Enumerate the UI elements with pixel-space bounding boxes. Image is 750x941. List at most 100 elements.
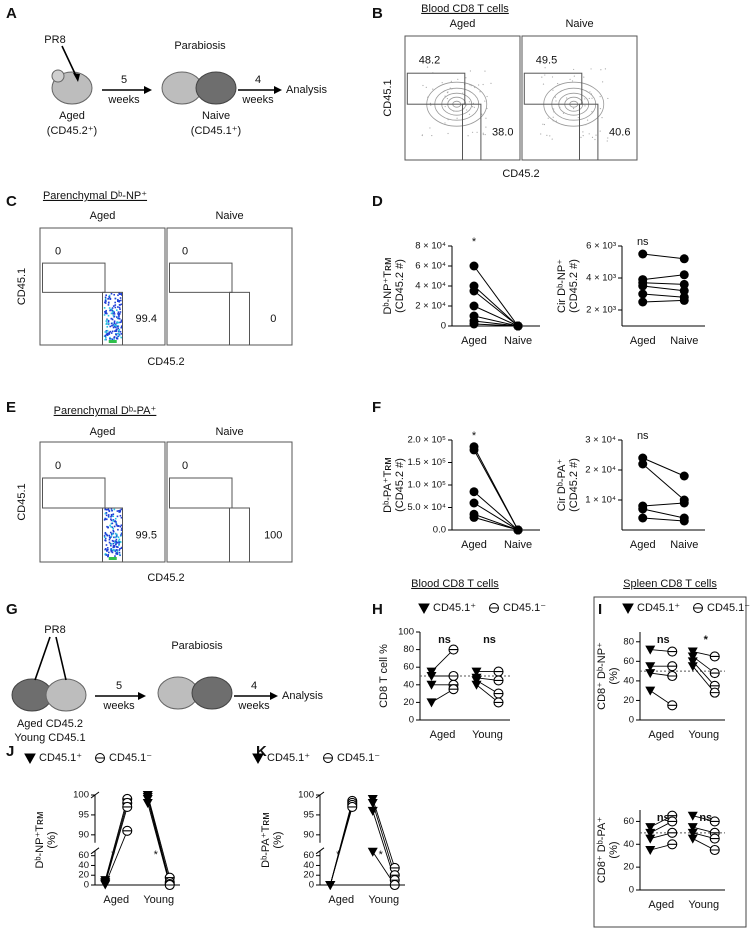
flow-event	[116, 300, 119, 303]
flow-event	[590, 93, 593, 95]
flow-event	[109, 309, 111, 312]
data-point	[638, 281, 648, 291]
x-tick-label: Aged	[648, 899, 674, 911]
flow-event	[571, 80, 574, 82]
flow-event	[117, 546, 119, 548]
marker-triangle	[645, 645, 656, 655]
flow-event	[113, 508, 116, 511]
marker-open-circle	[667, 827, 678, 838]
flow-event	[117, 327, 120, 330]
flow-event	[105, 309, 107, 312]
flow-event	[431, 134, 433, 137]
flow-event	[115, 324, 118, 327]
y-tick-label: 20	[303, 870, 314, 881]
x-tick-label: Naive	[504, 539, 532, 551]
y-tick-label: 2.0 × 10⁵	[407, 435, 446, 446]
flow-event	[108, 541, 111, 544]
pair-line	[642, 282, 685, 285]
y-tick-label: 100	[73, 790, 89, 801]
flow-event	[466, 109, 468, 111]
flow-event	[119, 304, 121, 306]
flow-event	[106, 334, 109, 336]
marker-open-circle	[448, 670, 459, 682]
flow-event	[109, 330, 112, 333]
marker-open-circle	[448, 684, 459, 695]
flow-event	[105, 512, 108, 514]
y-tick-label: 90	[78, 829, 89, 840]
flow-event	[553, 108, 555, 110]
y-tick-label: 4 × 10⁴	[415, 281, 446, 292]
diagram-a: PR8 5 weeks Parabiosis 4 weeks Analysis …	[44, 34, 327, 137]
flow-event	[107, 304, 110, 306]
flow-event	[453, 110, 455, 112]
flow-event	[105, 311, 107, 314]
flow-event	[110, 312, 113, 315]
flow-event	[555, 100, 557, 102]
pair-line	[642, 517, 685, 522]
flow-event	[116, 552, 119, 554]
flow-event	[485, 117, 487, 119]
flow-event	[108, 296, 111, 299]
panel-title: Blood CD8 T cells	[421, 3, 509, 15]
flow-event	[113, 311, 115, 313]
annotation: ns	[483, 634, 496, 646]
panel-title: Spleen CD8 T cells	[623, 578, 717, 590]
flow-event	[114, 323, 117, 326]
y-tick-label: 0	[629, 885, 634, 896]
diagram-text: Parabiosis	[174, 40, 226, 52]
data-point	[638, 297, 648, 307]
flow-event	[104, 302, 107, 304]
flow-event	[110, 308, 113, 311]
marker-open-circle	[493, 666, 504, 677]
marker-triangle	[142, 798, 153, 808]
data-point	[638, 459, 648, 469]
marker-open-circle	[493, 688, 504, 699]
flow-event	[110, 535, 113, 538]
flow-event	[108, 340, 117, 343]
flow-event	[104, 533, 107, 535]
y-axis-label: (%)	[272, 831, 284, 848]
flow-event	[109, 336, 111, 339]
y-axis-label: (CD45.2 #)	[394, 458, 406, 512]
y-tick-label: 40	[403, 679, 414, 690]
flow-event	[566, 97, 568, 99]
pair-line	[642, 463, 685, 501]
flow-event	[120, 524, 123, 527]
flow-event	[484, 100, 486, 102]
flow-event	[426, 66, 429, 68]
diagram-text: Parabiosis	[171, 640, 223, 652]
flow-event	[115, 326, 117, 328]
y-tick-label: 60	[78, 850, 89, 861]
marker-triangle	[325, 881, 336, 890]
data-point	[513, 321, 523, 331]
flow-event	[114, 543, 117, 546]
flow-event	[118, 317, 121, 320]
pair-line	[642, 457, 685, 477]
marker-open-circle	[709, 844, 720, 856]
flow-event	[116, 533, 118, 536]
flow-event	[120, 326, 123, 329]
marker-triangle	[687, 652, 698, 662]
flow-event	[117, 311, 120, 313]
flow-event	[591, 97, 593, 99]
flow-event	[105, 323, 108, 325]
flow-event	[106, 525, 108, 528]
flow-event	[116, 510, 119, 512]
flow-event	[106, 547, 109, 549]
marker-open-circle	[493, 675, 504, 686]
flow-event	[441, 82, 443, 84]
data-point	[679, 279, 689, 289]
flow-event	[471, 106, 474, 108]
x-axis-label: CD45.2	[502, 168, 539, 180]
marker-open-circle	[667, 670, 678, 682]
panel-frame	[593, 596, 747, 928]
flow-event	[468, 113, 471, 115]
flow-event	[107, 514, 110, 516]
marker-open-circle	[667, 700, 678, 711]
flow-event	[121, 532, 123, 535]
flow-event	[427, 96, 429, 98]
column-label: Naive	[215, 210, 243, 222]
legend-marker	[489, 603, 500, 613]
marker-open-circle	[389, 879, 400, 891]
y-tick-label: 40	[623, 839, 634, 850]
